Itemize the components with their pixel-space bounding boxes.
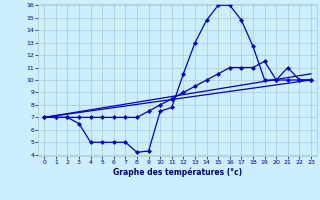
X-axis label: Graphe des températures (°c): Graphe des températures (°c) (113, 168, 242, 177)
